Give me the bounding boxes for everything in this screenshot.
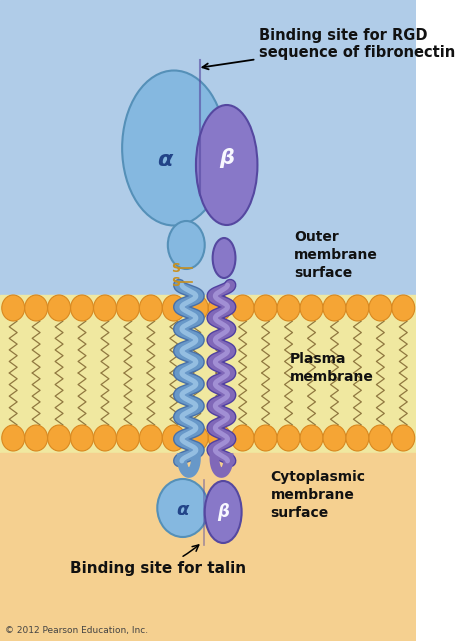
Circle shape <box>346 295 369 321</box>
Circle shape <box>163 295 185 321</box>
Circle shape <box>254 425 277 451</box>
Text: α: α <box>177 501 189 519</box>
Ellipse shape <box>205 481 242 543</box>
Text: Binding site for RGD
sequence of fibronectin: Binding site for RGD sequence of fibrone… <box>202 28 456 69</box>
Ellipse shape <box>157 479 208 537</box>
Circle shape <box>2 425 25 451</box>
Ellipse shape <box>168 221 205 269</box>
Circle shape <box>231 295 254 321</box>
Text: α: α <box>157 150 173 170</box>
Circle shape <box>139 425 162 451</box>
Circle shape <box>208 425 231 451</box>
Circle shape <box>48 425 71 451</box>
Text: Cytoplasmic
membrane
surface: Cytoplasmic membrane surface <box>271 470 365 520</box>
Circle shape <box>185 425 208 451</box>
Circle shape <box>277 425 300 451</box>
Circle shape <box>346 425 369 451</box>
Circle shape <box>369 295 392 321</box>
Circle shape <box>369 425 392 451</box>
Text: β: β <box>219 148 234 168</box>
Circle shape <box>93 425 117 451</box>
Circle shape <box>117 425 139 451</box>
Circle shape <box>48 295 71 321</box>
Text: Binding site for talin: Binding site for talin <box>70 545 246 576</box>
Circle shape <box>71 295 93 321</box>
Circle shape <box>93 295 117 321</box>
Circle shape <box>25 295 47 321</box>
Text: S: S <box>171 276 180 288</box>
Circle shape <box>300 295 323 321</box>
Ellipse shape <box>196 105 257 225</box>
Circle shape <box>2 295 25 321</box>
Ellipse shape <box>122 71 226 226</box>
Circle shape <box>300 425 323 451</box>
Circle shape <box>323 425 346 451</box>
Circle shape <box>254 295 277 321</box>
Circle shape <box>25 425 47 451</box>
Circle shape <box>163 425 185 451</box>
Text: © 2012 Pearson Education, Inc.: © 2012 Pearson Education, Inc. <box>5 626 148 635</box>
Circle shape <box>185 295 208 321</box>
Circle shape <box>117 295 139 321</box>
Circle shape <box>231 425 254 451</box>
Circle shape <box>71 425 93 451</box>
Circle shape <box>139 295 162 321</box>
Circle shape <box>392 425 415 451</box>
Bar <box>0 0 417 295</box>
Circle shape <box>208 295 231 321</box>
Text: Plasma
membrane: Plasma membrane <box>290 352 374 384</box>
Text: S: S <box>171 262 180 274</box>
Ellipse shape <box>213 238 236 278</box>
Circle shape <box>323 295 346 321</box>
Bar <box>0 295 417 453</box>
Bar <box>0 453 417 641</box>
Text: β: β <box>217 503 229 521</box>
Text: Outer
membrane
surface: Outer membrane surface <box>294 229 378 280</box>
Circle shape <box>277 295 300 321</box>
Circle shape <box>392 295 415 321</box>
